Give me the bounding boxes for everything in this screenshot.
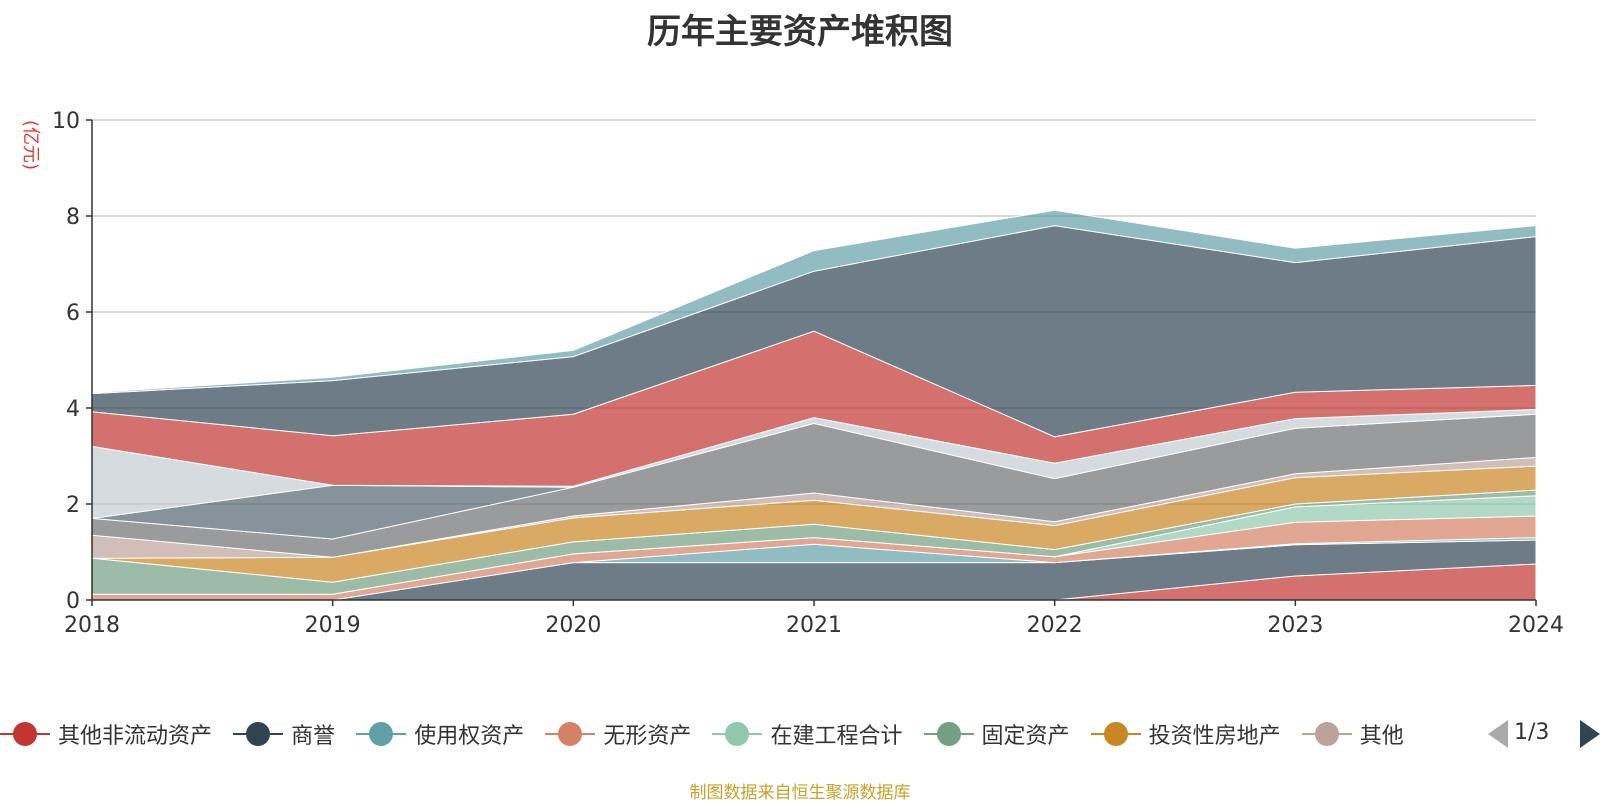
legend-item-goodwill[interactable]: 商誉 xyxy=(233,716,335,752)
legend-item-construction-in-progress[interactable]: 在建工程合计 xyxy=(712,716,902,752)
legend-label: 固定资产 xyxy=(981,724,1070,749)
y-tick-label: 4 xyxy=(66,397,80,422)
y-tick-label: 2 xyxy=(66,493,80,518)
x-tick-label: 2018 xyxy=(64,613,120,638)
legend-item-other-noncurrent-assets[interactable]: 其他非流动资产 xyxy=(0,716,212,752)
legend-marker-icon xyxy=(356,721,407,747)
legend-marker-icon xyxy=(0,721,50,747)
legend-label: 无形资产 xyxy=(603,724,692,749)
x-tick-label: 2020 xyxy=(545,613,601,638)
x-tick-label: 2024 xyxy=(1508,613,1564,638)
legend-item-intangible-assets[interactable]: 无形资产 xyxy=(545,716,691,752)
legend-label: 使用权资产 xyxy=(414,724,525,749)
x-tick-label: 2019 xyxy=(305,613,361,638)
legend-item-investment-property[interactable]: 投资性房地产 xyxy=(1090,716,1281,752)
legend-page-indicator: 1/3 xyxy=(1514,720,1550,745)
data-source-note: 制图数据来自恒生聚源数据库 xyxy=(689,783,911,803)
legend-pager: 1/3 xyxy=(1488,716,1600,756)
legend-label: 其他非流动资产 xyxy=(58,724,213,749)
x-tick-label: 2022 xyxy=(1027,613,1083,638)
legend-item-other[interactable]: 其他 xyxy=(1301,716,1404,752)
legend-marker-icon xyxy=(1301,721,1352,747)
legend: 其他非流动资产 商誉 使用权资产 无形资产 在建工程合计 固定资产 投资性房地产 xyxy=(0,716,1600,756)
legend-label: 其他 xyxy=(1359,724,1404,749)
legend-marker-icon xyxy=(923,721,974,747)
chart-title: 历年主要资产堆积图 xyxy=(647,12,953,52)
y-tick-label: 6 xyxy=(66,301,80,326)
legend-label: 商誉 xyxy=(291,724,336,749)
legend-item-right-of-use-assets[interactable]: 使用权资产 xyxy=(356,716,524,752)
legend-label: 在建工程合计 xyxy=(770,724,903,749)
y-tick-label: 0 xyxy=(66,589,80,614)
x-tick-label: 2021 xyxy=(786,613,842,638)
legend-label: 投资性房地产 xyxy=(1148,724,1281,749)
legend-marker-icon xyxy=(1090,721,1141,747)
legend-marker-icon xyxy=(233,721,284,747)
legend-item-fixed-assets[interactable]: 固定资产 xyxy=(923,716,1070,752)
legend-next-page-icon[interactable] xyxy=(1580,720,1600,748)
legend-marker-icon xyxy=(545,721,596,747)
y-tick-label: 10 xyxy=(52,109,80,134)
area-series xyxy=(91,209,1537,395)
legend-prev-page-icon[interactable] xyxy=(1488,720,1508,748)
y-tick-label: 8 xyxy=(66,205,80,230)
legend-marker-icon xyxy=(712,721,763,747)
x-tick-label: 2023 xyxy=(1267,613,1323,638)
legend-items: 其他非流动资产 商誉 使用权资产 无形资产 在建工程合计 固定资产 投资性房地产 xyxy=(0,716,1482,756)
